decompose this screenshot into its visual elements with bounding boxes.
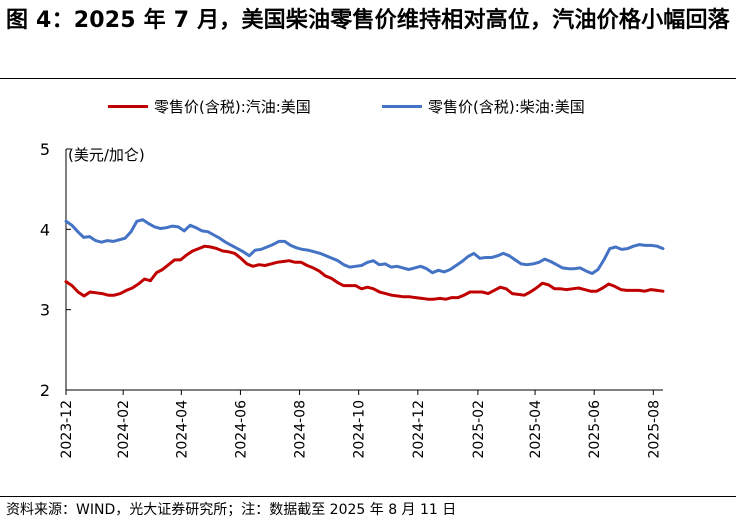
chart-legend: 零售价(含税):汽油:美国 零售价(含税):柴油:美国 <box>0 96 736 122</box>
legend-swatch-gasoline <box>108 105 148 108</box>
legend-label-diesel: 零售价(含税):柴油:美国 <box>428 98 585 116</box>
x-tick-label: 2023-12 <box>59 400 75 459</box>
x-tick-label: 2024-10 <box>352 400 368 459</box>
y-axis-label: (美元/加仑) <box>68 146 145 164</box>
x-tick-label: 2025-02 <box>471 400 487 459</box>
series-line-gasoline <box>64 244 665 301</box>
series-line-diesel <box>64 218 665 275</box>
x-tick-label: 2025-08 <box>646 400 662 459</box>
y-tick-label: 3 <box>40 301 50 320</box>
page-title: 图 4：2025 年 7 月，美国柴油零售价维持相对高位，汽油价格小幅回落 <box>6 8 730 33</box>
source-note: 资料来源：WIND，光大证券研究所；注：数据截至 2025 年 8 月 11 日 <box>6 502 457 518</box>
legend-label-gasoline: 零售价(含税):汽油:美国 <box>154 98 311 116</box>
x-tick-label: 2024-02 <box>116 400 132 459</box>
title-divider <box>0 78 736 79</box>
x-tick-label: 2024-04 <box>174 400 190 459</box>
x-tick-label: 2024-08 <box>293 400 309 459</box>
x-tick-label: 2025-06 <box>587 400 603 459</box>
legend-item-gasoline: 零售价(含税):汽油:美国 <box>108 96 311 117</box>
legend-item-diesel: 零售价(含税):柴油:美国 <box>382 96 585 117</box>
x-tick-label: 2024-12 <box>411 400 427 459</box>
legend-swatch-diesel <box>382 105 422 108</box>
y-tick-label: 2 <box>40 381 50 400</box>
y-tick-label: 4 <box>40 220 50 239</box>
y-tick-label: 5 <box>40 140 50 159</box>
x-tick-label: 2024-06 <box>233 400 249 459</box>
footer-divider <box>0 496 736 497</box>
x-tick-label: 2025-04 <box>528 400 544 459</box>
